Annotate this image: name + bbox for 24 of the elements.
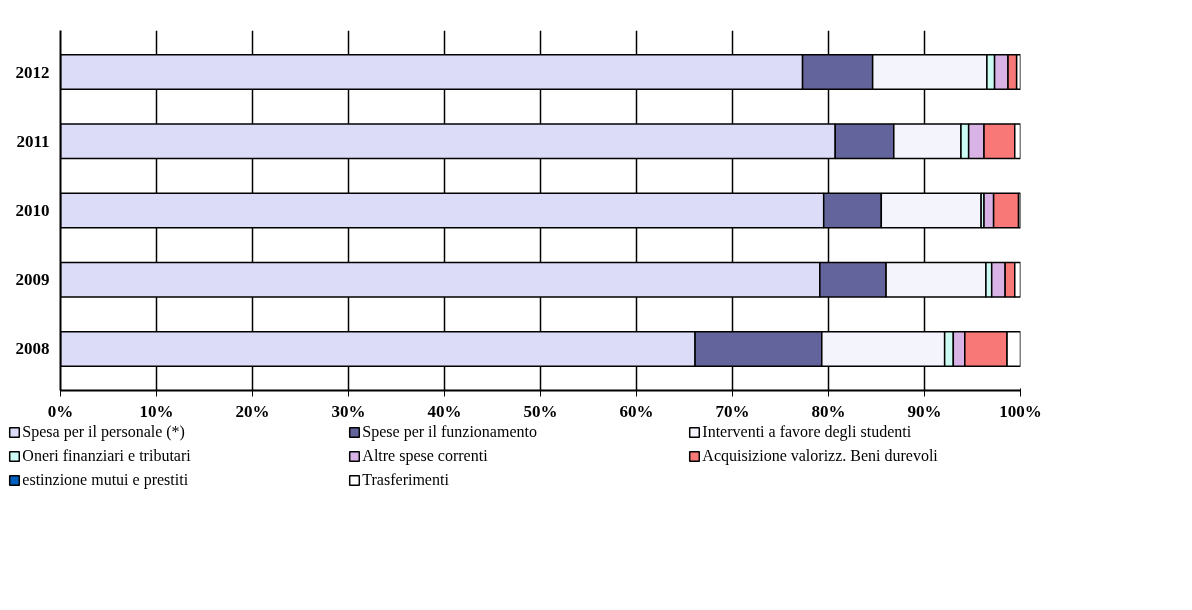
legend-label: Acquisizione valorizz. Beni durevoli bbox=[702, 447, 939, 465]
legend-label: Interventi a favore degli studenti bbox=[702, 423, 913, 441]
x-tick-label: 100% bbox=[999, 401, 1042, 421]
legend-label: Oneri finanziari e tributari bbox=[22, 447, 192, 465]
x-tick-label: 50% bbox=[523, 401, 558, 421]
legend-label: estinzione mutui e prestiti bbox=[22, 471, 190, 489]
y-tick-label: 2009 bbox=[15, 270, 50, 290]
y-tick-label: 2012 bbox=[15, 62, 50, 82]
y-tick-label: 2010 bbox=[15, 201, 50, 220]
legend-label: Spese per il funzionamento bbox=[362, 423, 538, 441]
x-tick-label: 20% bbox=[235, 401, 270, 421]
x-tick-label: 90% bbox=[907, 401, 942, 421]
x-tick-label: 40% bbox=[427, 401, 462, 421]
x-tick-label: 70% bbox=[715, 401, 750, 421]
x-tick-label: 0% bbox=[47, 401, 74, 421]
legend-label: Spesa per il personale (*) bbox=[22, 423, 186, 441]
x-tick-label: 10% bbox=[139, 401, 174, 421]
y-tick-label: 2008 bbox=[15, 339, 50, 359]
legend-label: Altre spese correnti bbox=[362, 447, 489, 465]
y-tick-label: 2011 bbox=[16, 131, 50, 151]
x-tick-label: 60% bbox=[619, 401, 654, 421]
legend-label: Trasferimenti bbox=[362, 471, 450, 489]
x-tick-label: 30% bbox=[331, 401, 366, 421]
x-tick-label: 80% bbox=[811, 401, 846, 421]
